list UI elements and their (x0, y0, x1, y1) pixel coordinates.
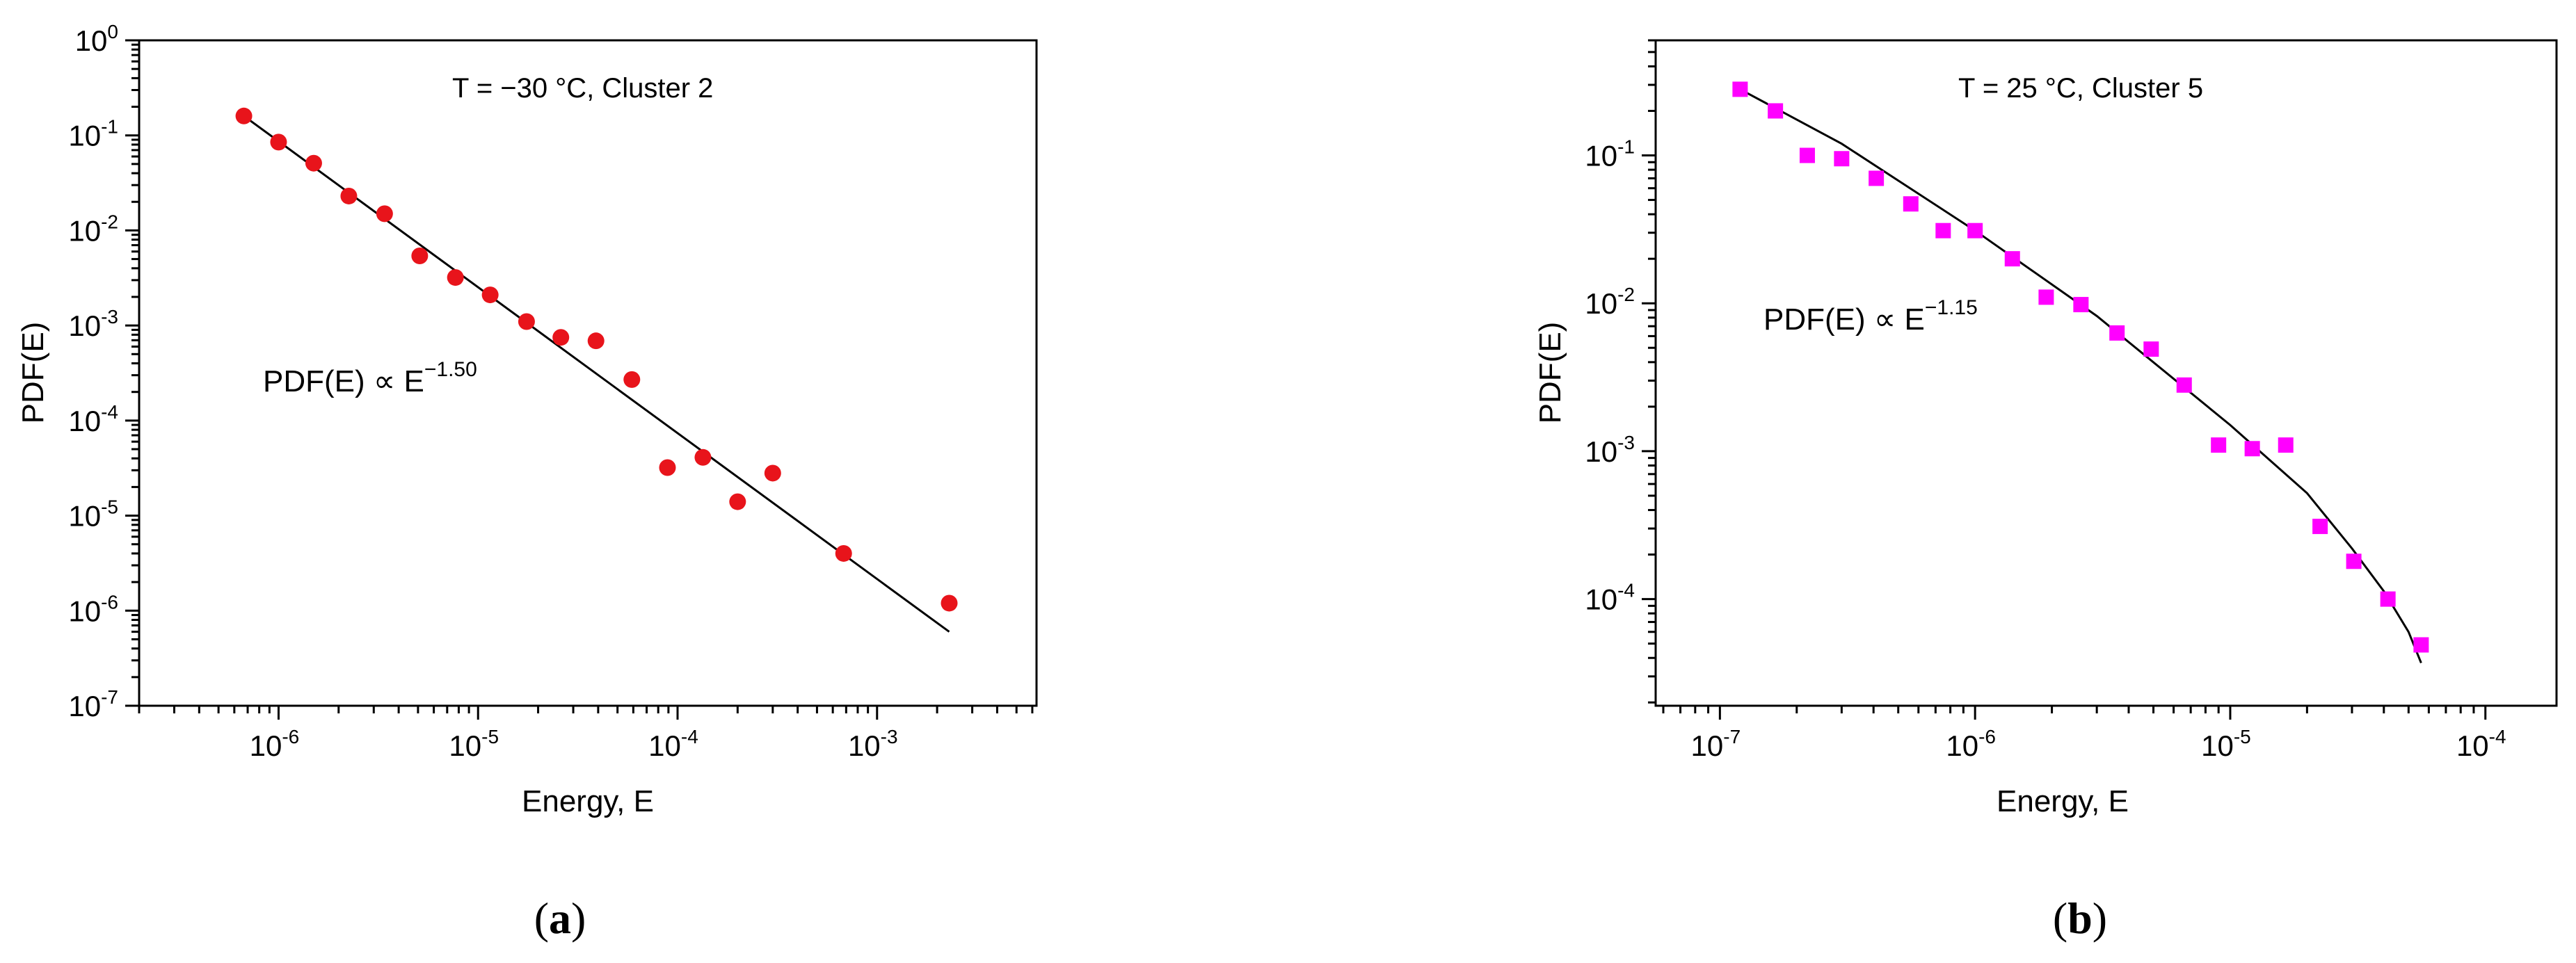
y-tick-label: 10-5 (68, 496, 118, 533)
data-point (659, 459, 676, 476)
y-tick-label: 10-4 (1585, 580, 1635, 616)
data-point (2244, 441, 2260, 457)
data-point (694, 448, 712, 466)
data-point (2176, 377, 2192, 393)
panel-b-equation: PDF(E) ∝ E−1.15 (1763, 296, 1978, 337)
x-tick-label: 10-6 (1946, 726, 1996, 762)
data-point (1834, 151, 1850, 167)
panel-b-tick-labels: 10-7 10-6 10-5 10-4 10-1 10-2 10-3 10-4 (1585, 136, 2506, 762)
data-point (2073, 297, 2089, 313)
data-point (481, 286, 499, 304)
data-point (835, 544, 852, 562)
panel-b-chart: 10-7 10-6 10-5 10-4 10-1 10-2 10-3 10-4 T = 25 … (1533, 39, 2558, 818)
panel-b-tick-marks (1642, 39, 2487, 720)
caption-a: (a) (534, 893, 586, 943)
data-point (1903, 196, 1919, 212)
data-point (411, 248, 429, 265)
x-tick-label: 10-5 (2201, 726, 2251, 762)
data-point (2413, 637, 2429, 653)
data-point (552, 329, 570, 346)
data-point (1732, 81, 1748, 97)
data-point (2278, 437, 2294, 453)
data-point (764, 464, 781, 482)
y-tick-label: 100 (75, 21, 118, 57)
y-tick-label: 10-3 (1585, 432, 1635, 468)
data-point (1799, 147, 1815, 163)
data-point (305, 154, 322, 172)
panel-a-annotation: T = −30 °C, Cluster 2 (452, 73, 713, 104)
panel-b-fit-line (1739, 88, 2422, 663)
panel-a-x-axis-label: Energy, E (522, 784, 654, 818)
panel-a-plot-frame (138, 39, 1038, 707)
data-point (376, 205, 393, 222)
panel-a-data-points (235, 107, 958, 612)
panel-a-tick-marks (125, 39, 1034, 720)
data-point (1935, 222, 1951, 238)
data-point (1768, 103, 1784, 119)
y-tick-label: 10-1 (68, 116, 118, 152)
x-tick-label: 10-3 (848, 726, 898, 762)
y-tick-label: 10-3 (68, 306, 118, 342)
data-point (1869, 170, 1885, 186)
data-point (2038, 289, 2054, 305)
data-point (235, 107, 253, 124)
data-point (941, 594, 958, 612)
data-point (587, 332, 605, 350)
x-tick-label: 10-4 (2456, 726, 2506, 762)
panel-a-fit-line (243, 115, 950, 633)
y-tick-label: 10-1 (1585, 136, 1635, 172)
panel-a-tick-labels: 10-6 10-5 10-4 10-3 100 10-1 10-2 10-3 10-4 10-5 1… (68, 21, 897, 762)
data-point (2143, 341, 2159, 357)
data-point (2109, 325, 2125, 341)
panel-a-equation: PDF(E) ∝ E−1.50 (263, 358, 477, 398)
x-tick-label: 10-6 (250, 726, 300, 762)
data-point (729, 493, 746, 510)
data-point (623, 371, 641, 388)
panel-b-plot-frame (1654, 39, 2558, 707)
panel-a-chart: 10-6 10-5 10-4 10-3 100 10-1 10-2 10-3 10-4 10-5 1… (16, 21, 1038, 818)
y-tick-label: 10-4 (68, 401, 118, 437)
data-point (2380, 591, 2396, 607)
panel-b-data-points (1732, 81, 2429, 653)
data-point (2004, 251, 2020, 267)
caption-b: (b) (2053, 893, 2107, 943)
panel-b-x-axis-label: Energy, E (1997, 784, 2129, 818)
data-point (2312, 519, 2328, 535)
x-tick-label: 10-7 (1691, 726, 1741, 762)
panel-b-annotation: T = 25 °C, Cluster 5 (1958, 73, 2203, 104)
data-point (340, 187, 358, 204)
panel-a-y-axis-label: PDF(E) (16, 322, 50, 424)
data-point (2346, 553, 2362, 569)
y-tick-label: 10-6 (68, 591, 118, 627)
x-tick-label: 10-4 (648, 726, 698, 762)
y-tick-label: 10-2 (68, 211, 118, 247)
data-point (1967, 222, 1983, 238)
data-point (447, 269, 464, 286)
y-tick-label: 10-2 (1585, 284, 1635, 320)
panel-b-y-axis-label: PDF(E) (1533, 322, 1567, 424)
data-point (2211, 437, 2227, 453)
data-point (518, 313, 535, 330)
data-point (270, 133, 287, 151)
x-tick-label: 10-5 (449, 726, 499, 762)
y-tick-label: 10-7 (68, 686, 118, 722)
